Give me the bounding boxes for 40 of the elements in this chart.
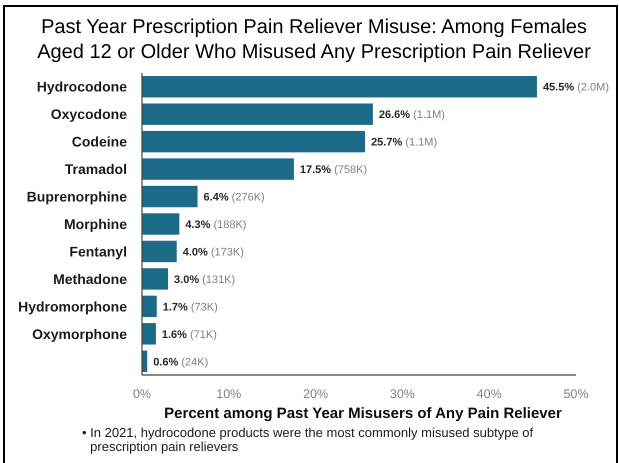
x-tick-label: 0% xyxy=(132,387,152,401)
bar xyxy=(142,130,366,152)
bar xyxy=(142,323,156,345)
x-tick-label: 50% xyxy=(563,387,589,401)
y-tick-label: Fentanyl xyxy=(69,243,127,260)
x-tick-label: 20% xyxy=(303,387,328,401)
y-tick-label: Hydromorphone xyxy=(18,298,128,314)
text: • In 2021, hydrocodone products were the most commonly misused subtype of prescription pain relievers xyxy=(82,425,534,454)
bar xyxy=(142,103,373,125)
bar xyxy=(142,268,168,290)
data-label: 25.7% (1.1M) xyxy=(371,136,438,149)
chart-title: Past Year Prescription Pain Reliever Misuse: Among Females Aged 12 or Older Who Misused Any Prescription Pain Reliever xyxy=(37,16,592,63)
y-tick-label: Oxycodone xyxy=(50,106,128,122)
x-tick-label: 10% xyxy=(216,387,242,401)
y-tick-label: Oxymorphone xyxy=(32,326,128,342)
data-label: 17.5% (758K) xyxy=(300,164,368,176)
bar xyxy=(142,296,157,318)
data-label: 4.0% (173K) xyxy=(182,246,244,258)
bar xyxy=(142,186,198,208)
y-tick-label: Morphine xyxy=(64,216,128,232)
x-tick-label: 30% xyxy=(390,387,415,401)
data-label: 26.6% (1.1M) xyxy=(378,109,445,122)
bar xyxy=(142,213,180,235)
data-label: 3.0% (131K) xyxy=(174,274,236,286)
bar xyxy=(142,76,537,98)
data-label: 4.3% (188K) xyxy=(185,219,246,231)
y-tick-label: Tramadol xyxy=(64,161,127,178)
data-label: 45.5% (2.0M) xyxy=(542,82,609,94)
y-tick-label: Buprenorphine xyxy=(26,188,128,205)
x-axis-title: Percent among Past Year Misusers of Any Pain Reliever xyxy=(164,405,562,422)
data-label: 0.6% (24K) xyxy=(153,356,208,368)
x-tick-label: 40% xyxy=(476,387,502,401)
y-tick-label: Hydrocodone xyxy=(36,78,128,95)
bar xyxy=(142,240,177,262)
data-label: 1.6% (71K) xyxy=(162,328,217,341)
data-label: 1.7% (73K) xyxy=(162,301,218,314)
y-tick-label: Methadone xyxy=(53,270,128,287)
data-label: 6.4% (276K) xyxy=(204,192,265,204)
y-tick-label: Codeine xyxy=(72,134,128,150)
bar xyxy=(142,158,294,180)
